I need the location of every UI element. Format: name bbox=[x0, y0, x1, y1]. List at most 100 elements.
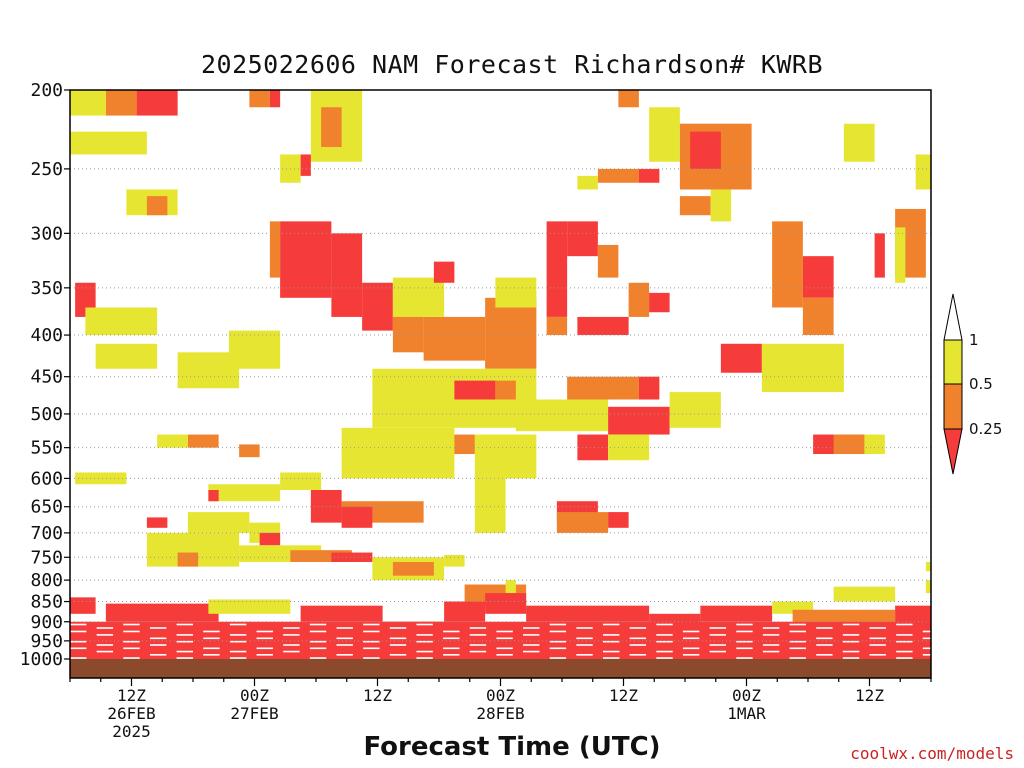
heatmap-cell bbox=[485, 593, 526, 614]
heatmap-cell bbox=[896, 657, 912, 659]
heatmap-cell bbox=[485, 298, 536, 369]
heatmap-cell bbox=[443, 638, 459, 640]
heatmap-cell bbox=[790, 631, 806, 633]
heatmap-cell bbox=[567, 377, 639, 400]
heatmap-cell bbox=[523, 651, 539, 653]
heatmap-cell bbox=[577, 435, 608, 461]
x-tick-label: 28FEB bbox=[476, 704, 524, 723]
heatmap-cell bbox=[337, 654, 353, 656]
heatmap-cell bbox=[123, 657, 139, 659]
legend-swatch-top bbox=[944, 294, 962, 340]
heatmap-cell bbox=[864, 435, 885, 454]
heatmap-cell bbox=[710, 644, 726, 646]
heatmap-cell bbox=[342, 507, 373, 528]
y-tick-label: 1000 bbox=[20, 649, 63, 670]
heatmap-cell bbox=[834, 435, 865, 454]
heatmap-cell bbox=[772, 221, 803, 307]
heatmap-cell bbox=[260, 533, 281, 545]
ground-layer bbox=[70, 659, 931, 678]
heatmap-cell bbox=[475, 435, 537, 479]
heatmap-cell bbox=[177, 651, 193, 653]
y-axis: 200 250 300 350 400 450 500 550 600 650 700 7508008… bbox=[20, 80, 70, 670]
heatmap-cell bbox=[203, 648, 219, 650]
heatmap-cell bbox=[363, 624, 379, 626]
heatmap-cell bbox=[603, 634, 619, 636]
x-tick-label: 26FEB bbox=[107, 704, 155, 723]
heatmap-cell bbox=[916, 154, 931, 189]
heatmap-cell bbox=[763, 634, 779, 636]
heatmap-cell bbox=[656, 651, 672, 653]
heatmap-cell bbox=[895, 227, 905, 282]
heatmap-cell bbox=[736, 631, 752, 633]
heatmap-cell bbox=[495, 278, 536, 308]
heatmap-cell bbox=[762, 344, 844, 392]
heatmap-cell bbox=[577, 317, 628, 335]
heatmap-cell bbox=[550, 657, 566, 659]
heatmap-cell bbox=[257, 654, 273, 656]
heatmap-cell bbox=[393, 278, 444, 317]
heatmap-cell bbox=[506, 580, 516, 593]
heatmap-cell bbox=[896, 624, 912, 626]
y-tick-label: 750 bbox=[30, 547, 63, 568]
heatmap-cell bbox=[270, 221, 280, 277]
heatmap-cell bbox=[70, 622, 931, 659]
y-tick-label: 600 bbox=[30, 468, 63, 489]
heatmap-cell bbox=[123, 641, 139, 643]
heatmap-cell bbox=[790, 657, 806, 659]
heatmap-cell bbox=[257, 648, 273, 650]
heatmap-cell bbox=[147, 517, 168, 527]
heatmap-cell bbox=[393, 562, 434, 576]
heatmap-cell bbox=[843, 651, 859, 653]
heatmap-cell bbox=[736, 648, 752, 650]
heatmap-cell bbox=[337, 638, 353, 640]
heatmap-cell bbox=[816, 627, 832, 629]
heatmap-cell bbox=[147, 196, 168, 215]
heatmap-cell bbox=[670, 392, 721, 428]
heatmap-cell bbox=[150, 627, 166, 629]
heatmap-cell bbox=[208, 490, 218, 501]
heatmap-cell bbox=[475, 478, 506, 532]
heatmap-cell bbox=[843, 657, 859, 659]
heatmap-cell bbox=[97, 651, 113, 653]
heatmap-cell bbox=[843, 634, 859, 636]
heatmap-cell bbox=[230, 624, 246, 626]
heatmap-cell bbox=[188, 512, 250, 533]
heatmap-cell bbox=[618, 90, 639, 107]
heatmap-cell bbox=[239, 444, 260, 457]
heatmap-cell bbox=[710, 634, 726, 636]
y-tick-label: 650 bbox=[30, 497, 63, 518]
heatmap-cell bbox=[550, 624, 566, 626]
heatmap-cell bbox=[683, 631, 699, 633]
heatmap-cell bbox=[150, 638, 166, 640]
heatmap-cell bbox=[342, 428, 455, 479]
heatmap-cell bbox=[337, 644, 353, 646]
heatmap-cell bbox=[416, 651, 432, 653]
y-tick-label: 800 bbox=[30, 570, 63, 591]
heatmap-cell bbox=[230, 634, 246, 636]
heatmap-cell bbox=[96, 344, 158, 369]
heatmap-cell bbox=[816, 654, 832, 656]
x-tick-label: 00Z bbox=[732, 686, 761, 705]
heatmap-cell bbox=[608, 512, 629, 528]
heatmap-cell bbox=[550, 641, 566, 643]
heatmap-cell bbox=[137, 90, 178, 116]
x-tick-label: 12Z bbox=[117, 686, 146, 705]
heatmap-cell bbox=[177, 624, 193, 626]
heatmap-cell bbox=[283, 651, 299, 653]
x-tick-label: 00Z bbox=[240, 686, 269, 705]
heatmap-cell bbox=[470, 644, 486, 646]
heatmap-cell bbox=[683, 648, 699, 650]
heatmap-cell bbox=[424, 317, 486, 361]
heatmap-cell bbox=[523, 644, 539, 646]
heatmap-cell bbox=[257, 638, 273, 640]
heatmap-cell bbox=[790, 641, 806, 643]
heatmap-cell bbox=[550, 648, 566, 650]
heatmap-cell bbox=[870, 654, 886, 656]
y-tick-label: 900 bbox=[30, 612, 63, 633]
heatmap-cell bbox=[736, 624, 752, 626]
legend: 1 0.5 0.25 bbox=[944, 294, 1002, 474]
heatmap-cell bbox=[390, 654, 406, 656]
heatmap-cell bbox=[177, 634, 193, 636]
heatmap-cell bbox=[816, 644, 832, 646]
legend-label: 1 bbox=[969, 331, 979, 349]
